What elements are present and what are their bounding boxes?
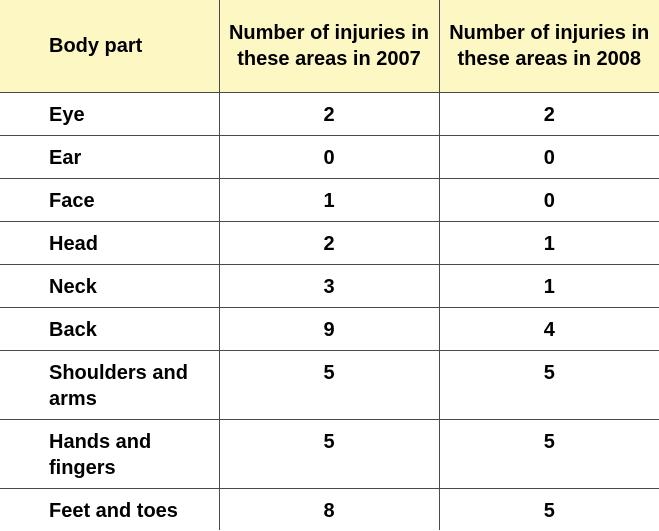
- body-part-cell: Feet and toes: [0, 488, 220, 530]
- injuries-2007-cell: 9: [218, 307, 440, 351]
- injuries-2007-cell: 2: [218, 221, 440, 265]
- injuries-2008-cell: 5: [438, 419, 659, 489]
- table-row: Neck 3 1: [0, 264, 659, 308]
- injuries-2008-cell: 2: [438, 92, 659, 136]
- table-row: Back 9 4: [0, 307, 659, 351]
- injuries-2007-cell: 3: [218, 264, 440, 308]
- injuries-2007-cell: 8: [218, 488, 440, 530]
- injuries-2008-cell: 0: [438, 135, 659, 179]
- injuries-2008-cell: 0: [438, 178, 659, 222]
- table-row: Shoulders and arms 5 5: [0, 350, 659, 420]
- injuries-2007-cell: 5: [218, 350, 440, 420]
- injuries-2008-cell: 5: [438, 488, 659, 530]
- body-part-cell: Neck: [0, 264, 220, 308]
- body-part-cell: Head: [0, 221, 220, 265]
- table-row: Ear 0 0: [0, 135, 659, 179]
- body-part-cell: Shoulders and arms: [0, 350, 220, 420]
- injuries-2008-cell: 1: [438, 221, 659, 265]
- injuries-2008-cell: 1: [438, 264, 659, 308]
- table-header: Body part Number of injuries in these ar…: [0, 0, 659, 93]
- table-row: Feet and toes 8 5: [0, 488, 659, 530]
- table-body: Eye 2 2 Ear 0 0 Face 1 0 Head 2 1 Neck 3…: [0, 92, 659, 530]
- table-row: Head 2 1: [0, 221, 659, 265]
- injuries-2008-cell: 4: [438, 307, 659, 351]
- table-row: Hands and fingers 5 5: [0, 419, 659, 489]
- injuries-2008-cell: 5: [438, 350, 659, 420]
- table-row: Face 1 0: [0, 178, 659, 222]
- injuries-2007-cell: 1: [218, 178, 440, 222]
- body-part-cell: Hands and fingers: [0, 419, 220, 489]
- injuries-2007-cell: 5: [218, 419, 440, 489]
- body-part-cell: Eye: [0, 92, 220, 136]
- header-2007: Number of injuries in these areas in 200…: [218, 0, 440, 93]
- injuries-2007-cell: 2: [218, 92, 440, 136]
- body-part-cell: Back: [0, 307, 220, 351]
- body-part-cell: Face: [0, 178, 220, 222]
- table-row: Eye 2 2: [0, 92, 659, 136]
- body-part-cell: Ear: [0, 135, 220, 179]
- header-row: Body part Number of injuries in these ar…: [0, 0, 659, 93]
- header-body-part: Body part: [0, 0, 220, 93]
- header-2008: Number of injuries in these areas in 200…: [438, 0, 659, 93]
- injuries-2007-cell: 0: [218, 135, 440, 179]
